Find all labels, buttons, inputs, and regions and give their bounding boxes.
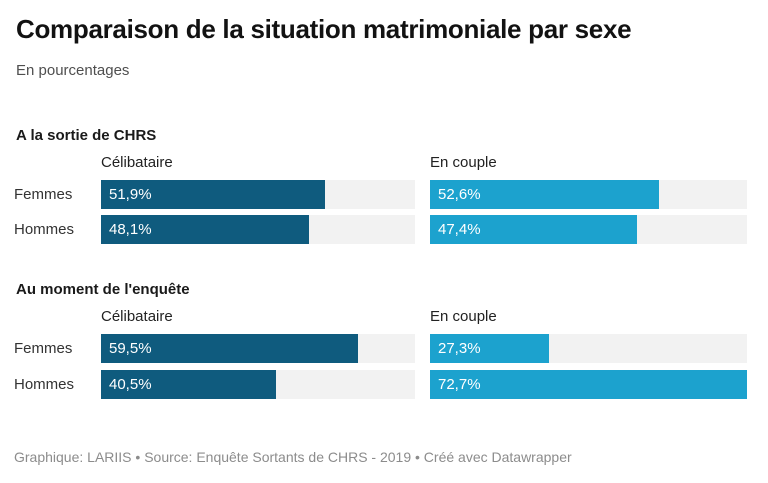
bar-track: 52,6% [430,180,747,209]
bar-value-label: 48,1% [109,221,152,238]
chart-footer: Graphique: LARIIS • Source: Enquête Sort… [14,449,572,465]
bar-celibataire-hommes-enquete: 40,5% [101,370,276,399]
row-label-femmes: Femmes [14,186,73,203]
bar-track: 48,1% [101,215,415,244]
bar-track: 51,9% [101,180,415,209]
bar-value-label: 51,9% [109,186,152,203]
bar-track: 47,4% [430,215,747,244]
bar-row-enquete-femmes: Femmes 59,5% 27,3% [0,334,768,363]
column-header-en-couple: En couple [430,154,497,171]
bar-value-label: 72,7% [438,376,481,393]
bar-row-sortie-femmes: Femmes 51,9% 52,6% [0,180,768,209]
chart-subtitle: En pourcentages [16,62,130,79]
column-header-celibataire: Célibataire [101,154,173,171]
chart-title: Comparaison de la situation matrimoniale… [16,14,632,44]
bar-celibataire-femmes-enquete: 59,5% [101,334,358,363]
bar-en-couple-femmes-enquete: 27,3% [430,334,550,363]
column-header-celibataire: Célibataire [101,308,173,325]
column-headers-group-1: Célibataire En couple [0,154,768,174]
row-label-hommes: Hommes [14,376,75,393]
bar-value-label: 52,6% [438,186,481,203]
bar-celibataire-hommes-sortie: 48,1% [101,215,309,244]
bar-value-label: 59,5% [109,340,152,357]
bar-value-label: 40,5% [109,376,152,393]
bar-track: 27,3% [430,334,747,363]
column-headers-group-2: Célibataire En couple [0,308,768,328]
bar-value-label: 47,4% [438,221,481,238]
bar-value-label: 27,3% [438,340,481,357]
bar-track: 59,5% [101,334,415,363]
column-header-en-couple: En couple [430,308,497,325]
section-title-sortie-chrs: A la sortie de CHRS [16,127,157,144]
bar-row-sortie-hommes: Hommes 48,1% 47,4% [0,215,768,244]
bar-track: 40,5% [101,370,415,399]
bar-en-couple-hommes-enquete: 72,7% [430,370,747,399]
bar-en-couple-femmes-sortie: 52,6% [430,180,660,209]
section-title-moment-enquete: Au moment de l'enquête [16,281,190,298]
row-label-hommes: Hommes [14,221,75,238]
bar-celibataire-femmes-sortie: 51,9% [101,180,326,209]
row-label-femmes: Femmes [14,340,73,357]
bar-en-couple-hommes-sortie: 47,4% [430,215,637,244]
bar-row-enquete-hommes: Hommes 40,5% 72,7% [0,370,768,399]
bar-track: 72,7% [430,370,747,399]
